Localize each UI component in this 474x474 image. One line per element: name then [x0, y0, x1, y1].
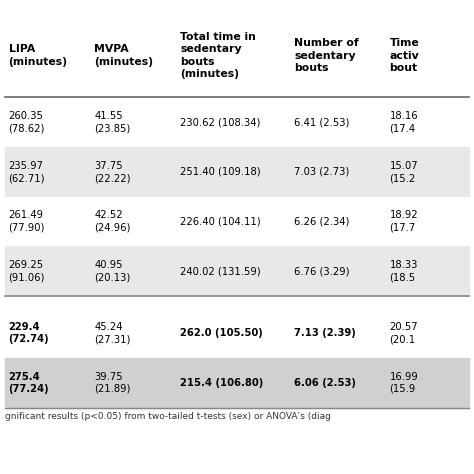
- Text: 229.4
(72.74): 229.4 (72.74): [9, 322, 49, 344]
- Bar: [5, 308, 469, 358]
- Text: 40.95
(20.13): 40.95 (20.13): [94, 260, 131, 283]
- Text: 18.16
(17.4: 18.16 (17.4: [390, 111, 418, 133]
- Text: 275.4
(77.24): 275.4 (77.24): [9, 372, 49, 394]
- Bar: [5, 246, 469, 296]
- Bar: [5, 14, 469, 431]
- Bar: [5, 197, 469, 246]
- Text: Time
activ
bout: Time activ bout: [390, 38, 419, 73]
- Text: 261.49
(77.90): 261.49 (77.90): [9, 210, 45, 233]
- Text: 251.40 (109.18): 251.40 (109.18): [181, 167, 261, 177]
- Text: Total time in
sedentary
bouts
(minutes): Total time in sedentary bouts (minutes): [181, 32, 256, 79]
- Text: 7.03 (2.73): 7.03 (2.73): [294, 167, 349, 177]
- Text: 42.52
(24.96): 42.52 (24.96): [94, 210, 131, 233]
- Text: 20.57
(20.1: 20.57 (20.1: [390, 322, 418, 344]
- Text: LIPA
(minutes): LIPA (minutes): [9, 45, 67, 67]
- Text: 262.0 (105.50): 262.0 (105.50): [181, 328, 263, 338]
- Text: 226.40 (104.11): 226.40 (104.11): [181, 217, 261, 227]
- Text: 15.07
(15.2: 15.07 (15.2: [390, 161, 418, 183]
- Text: 7.13 (2.39): 7.13 (2.39): [294, 328, 356, 338]
- Text: 18.92
(17.7: 18.92 (17.7: [390, 210, 418, 233]
- Bar: [5, 147, 469, 197]
- Text: 41.55
(23.85): 41.55 (23.85): [94, 111, 131, 133]
- Text: 6.26 (2.34): 6.26 (2.34): [294, 217, 350, 227]
- Text: 240.02 (131.59): 240.02 (131.59): [181, 266, 261, 276]
- Bar: [5, 97, 469, 147]
- Text: 215.4 (106.80): 215.4 (106.80): [181, 378, 264, 388]
- Text: 260.35
(78.62): 260.35 (78.62): [9, 111, 45, 133]
- Text: 235.97
(62.71): 235.97 (62.71): [9, 161, 45, 183]
- Bar: [5, 358, 469, 408]
- Text: Number of
sedentary
bouts: Number of sedentary bouts: [294, 38, 359, 73]
- Text: gnificant results (p<0.05) from two-tailed t-tests (sex) or ANOVA’s (diag: gnificant results (p<0.05) from two-tail…: [5, 412, 331, 421]
- Text: 269.25
(91.06): 269.25 (91.06): [9, 260, 45, 283]
- Text: 18.33
(18.5: 18.33 (18.5: [390, 260, 418, 283]
- Text: 16.99
(15.9: 16.99 (15.9: [390, 372, 418, 394]
- Text: 6.41 (2.53): 6.41 (2.53): [294, 117, 350, 127]
- Text: 39.75
(21.89): 39.75 (21.89): [94, 372, 131, 394]
- Text: 6.76 (3.29): 6.76 (3.29): [294, 266, 350, 276]
- Text: 37.75
(22.22): 37.75 (22.22): [94, 161, 131, 183]
- Bar: [5, 14, 469, 97]
- Text: MVPA
(minutes): MVPA (minutes): [94, 45, 154, 67]
- Text: 45.24
(27.31): 45.24 (27.31): [94, 322, 131, 344]
- Text: 230.62 (108.34): 230.62 (108.34): [181, 117, 261, 127]
- Text: 6.06 (2.53): 6.06 (2.53): [294, 378, 356, 388]
